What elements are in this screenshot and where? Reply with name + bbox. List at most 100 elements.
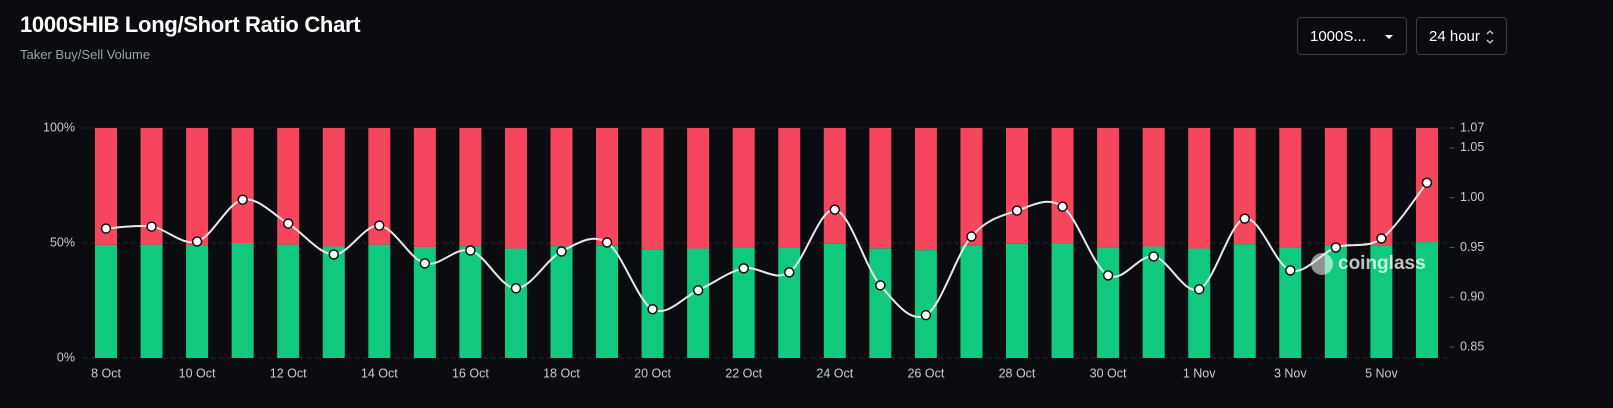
bar-segment — [368, 128, 391, 245]
watermark: coinglass — [1338, 253, 1426, 274]
bar-segment — [596, 245, 619, 358]
x-tick-label: 20 Oct — [634, 366, 671, 380]
ratio-point — [738, 263, 749, 274]
ratio-point — [465, 245, 476, 256]
ratio-point — [1102, 270, 1114, 281]
bar-segment — [550, 128, 573, 247]
bar-segment — [95, 244, 117, 358]
bar-segment — [1279, 247, 1302, 358]
bar-segment — [1142, 128, 1165, 247]
symbol-text: 1000S... — [1310, 27, 1366, 45]
ratio-point — [1239, 213, 1250, 224]
bar-segment — [504, 128, 527, 249]
bar-segment — [1233, 128, 1256, 245]
bar-segment — [504, 248, 527, 358]
x-tick-label: 22 Oct — [725, 366, 762, 380]
x-tick-label: 3 Nov — [1274, 366, 1307, 380]
ratio-point — [601, 237, 613, 248]
x-tick-label: 5 Nov — [1365, 366, 1398, 380]
ratio-point — [1376, 233, 1387, 244]
bar-segment — [1370, 245, 1393, 358]
bar-segment — [778, 247, 801, 358]
ratio-point — [510, 283, 522, 294]
bar-segment — [322, 246, 345, 358]
bar-segment — [368, 244, 391, 358]
bar-segment — [1279, 128, 1302, 248]
interval-select[interactable]: 24 hour — [1416, 17, 1507, 55]
bar-segment — [459, 128, 482, 247]
interval-text: 24 hour — [1429, 27, 1480, 45]
ratio-point — [556, 246, 567, 257]
ratio-point — [692, 285, 704, 296]
x-tick-label: 28 Oct — [999, 366, 1036, 380]
bar-segment — [1006, 243, 1028, 358]
x-tick-label: 1 Nov — [1183, 366, 1216, 380]
bar-segment — [1370, 128, 1393, 246]
y-tick-label: 50% — [50, 235, 75, 249]
bar-segment — [186, 128, 209, 246]
bar-segment — [322, 128, 345, 247]
bar-segment — [641, 249, 664, 358]
bar-segment — [186, 245, 209, 358]
bar-segment — [413, 128, 436, 247]
bar-segment — [413, 246, 436, 358]
ratio-point — [374, 220, 385, 231]
bar-segment — [1188, 128, 1211, 249]
dropdown-caret — [1385, 35, 1393, 39]
chart-title: 1000SHIB Long/Short Ratio Chart — [20, 12, 361, 37]
y2-tick-label: 1.07 — [1460, 120, 1484, 134]
y-tick-label: 100% — [43, 120, 75, 134]
ratio-point — [146, 221, 157, 232]
bar-segment — [1415, 242, 1438, 358]
ratio-point — [784, 267, 795, 278]
ratio-point — [1057, 201, 1068, 212]
bar-segment — [960, 245, 983, 358]
y2-tick-label: 0.90 — [1460, 290, 1484, 304]
updown-caret — [1486, 30, 1494, 44]
y-tick-label: 0% — [57, 350, 75, 364]
ratio-point — [966, 231, 977, 242]
ratio-point — [647, 303, 658, 315]
bar-segment — [1051, 128, 1074, 244]
bar-segment — [687, 128, 710, 249]
bar-segment — [1415, 128, 1438, 243]
x-tick-label: 24 Oct — [816, 366, 853, 380]
y2-tick-label: 1.00 — [1460, 190, 1484, 204]
ratio-point — [419, 258, 431, 269]
bar-segment — [823, 243, 846, 358]
ratio-point — [237, 194, 248, 205]
bar-segment — [1324, 245, 1347, 358]
bar-segment — [1188, 248, 1211, 358]
ratio-point — [100, 223, 112, 234]
y2-tick-label: 0.95 — [1460, 240, 1484, 254]
ratio-point — [1421, 177, 1433, 189]
bar-segment — [231, 128, 254, 243]
bar-segment — [1324, 128, 1347, 246]
watermark-logo — [1311, 253, 1333, 275]
ratio-point — [1193, 284, 1205, 295]
bar-segment — [140, 244, 163, 358]
y2-tick-label: 1.05 — [1460, 140, 1484, 154]
bar-segment — [140, 128, 163, 245]
bar-segment — [550, 246, 573, 358]
symbol-select[interactable]: 1000S... — [1297, 17, 1407, 55]
y2-tick-label: 0.85 — [1460, 339, 1484, 353]
x-tick-label: 10 Oct — [179, 366, 216, 380]
x-tick-label: 30 Oct — [1090, 366, 1127, 380]
x-tick-label: 18 Oct — [543, 366, 580, 380]
bar-segment — [1051, 243, 1074, 358]
bar-segment — [1097, 128, 1120, 248]
bar-segment — [1233, 244, 1256, 358]
ratio-point — [1330, 242, 1342, 253]
bar-segment — [459, 246, 482, 358]
chart-subtitle: Taker Buy/Sell Volume — [20, 47, 151, 62]
bar-segment — [277, 128, 300, 245]
bar-segment — [596, 128, 619, 246]
bar-segment — [1097, 247, 1120, 358]
bar-segment — [869, 248, 892, 358]
bar-segment — [95, 128, 117, 245]
ratio-point — [328, 249, 339, 260]
bar-segment — [277, 244, 300, 358]
